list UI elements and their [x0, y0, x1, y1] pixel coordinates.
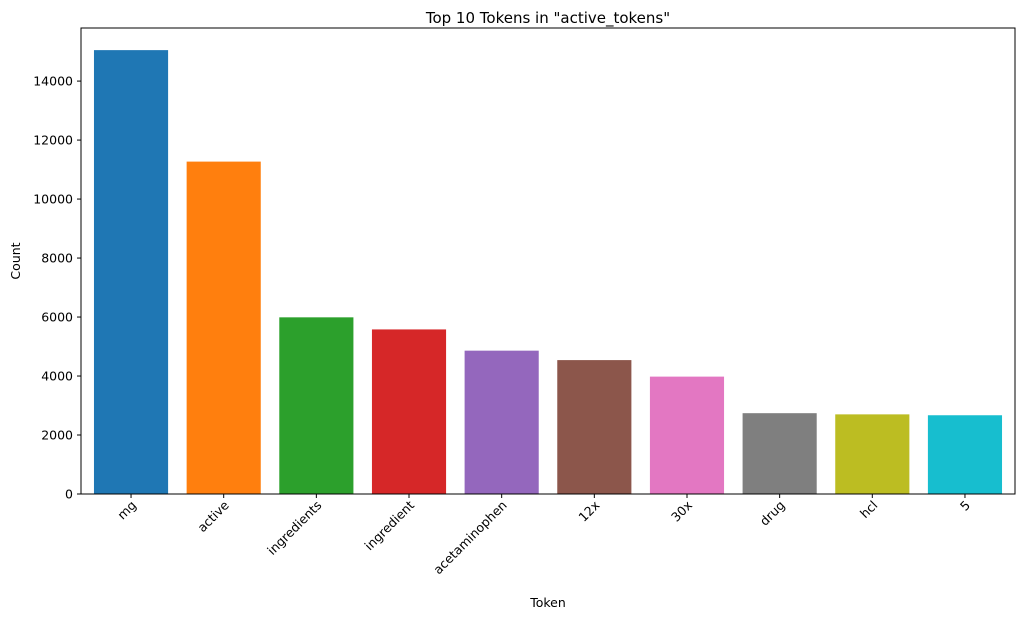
bar-12x — [557, 360, 632, 494]
bar-30x — [649, 376, 725, 494]
y-tick-label: 12000 — [33, 133, 73, 148]
bar-active — [186, 161, 261, 494]
y-tick-label: 4000 — [41, 369, 73, 384]
bar-ingredients — [279, 317, 354, 494]
bar-ingredient — [371, 329, 447, 494]
y-axis-ticks: 0 2000 4000 6000 8000 10000 12000 14000 — [33, 74, 81, 502]
y-tick-label: 14000 — [33, 74, 73, 89]
y-axis-label: Count — [8, 242, 23, 279]
y-tick-label: 8000 — [41, 251, 73, 266]
bar-hcl — [835, 414, 910, 494]
bar-acetaminophen — [464, 350, 539, 494]
bar-mg — [93, 50, 169, 495]
y-tick-label: 0 — [65, 487, 73, 502]
bar-5 — [927, 415, 1003, 494]
y-tick-label: 2000 — [41, 428, 73, 443]
y-tick-label: 6000 — [41, 310, 73, 325]
plot-frame — [80, 27, 1016, 495]
y-tick-label: 10000 — [33, 192, 73, 207]
chart-title: Top 10 Tokens in "active_tokens" — [425, 9, 670, 28]
x-axis-label: Token — [529, 595, 566, 610]
bars — [93, 50, 1003, 495]
bar-drug — [742, 413, 817, 494]
